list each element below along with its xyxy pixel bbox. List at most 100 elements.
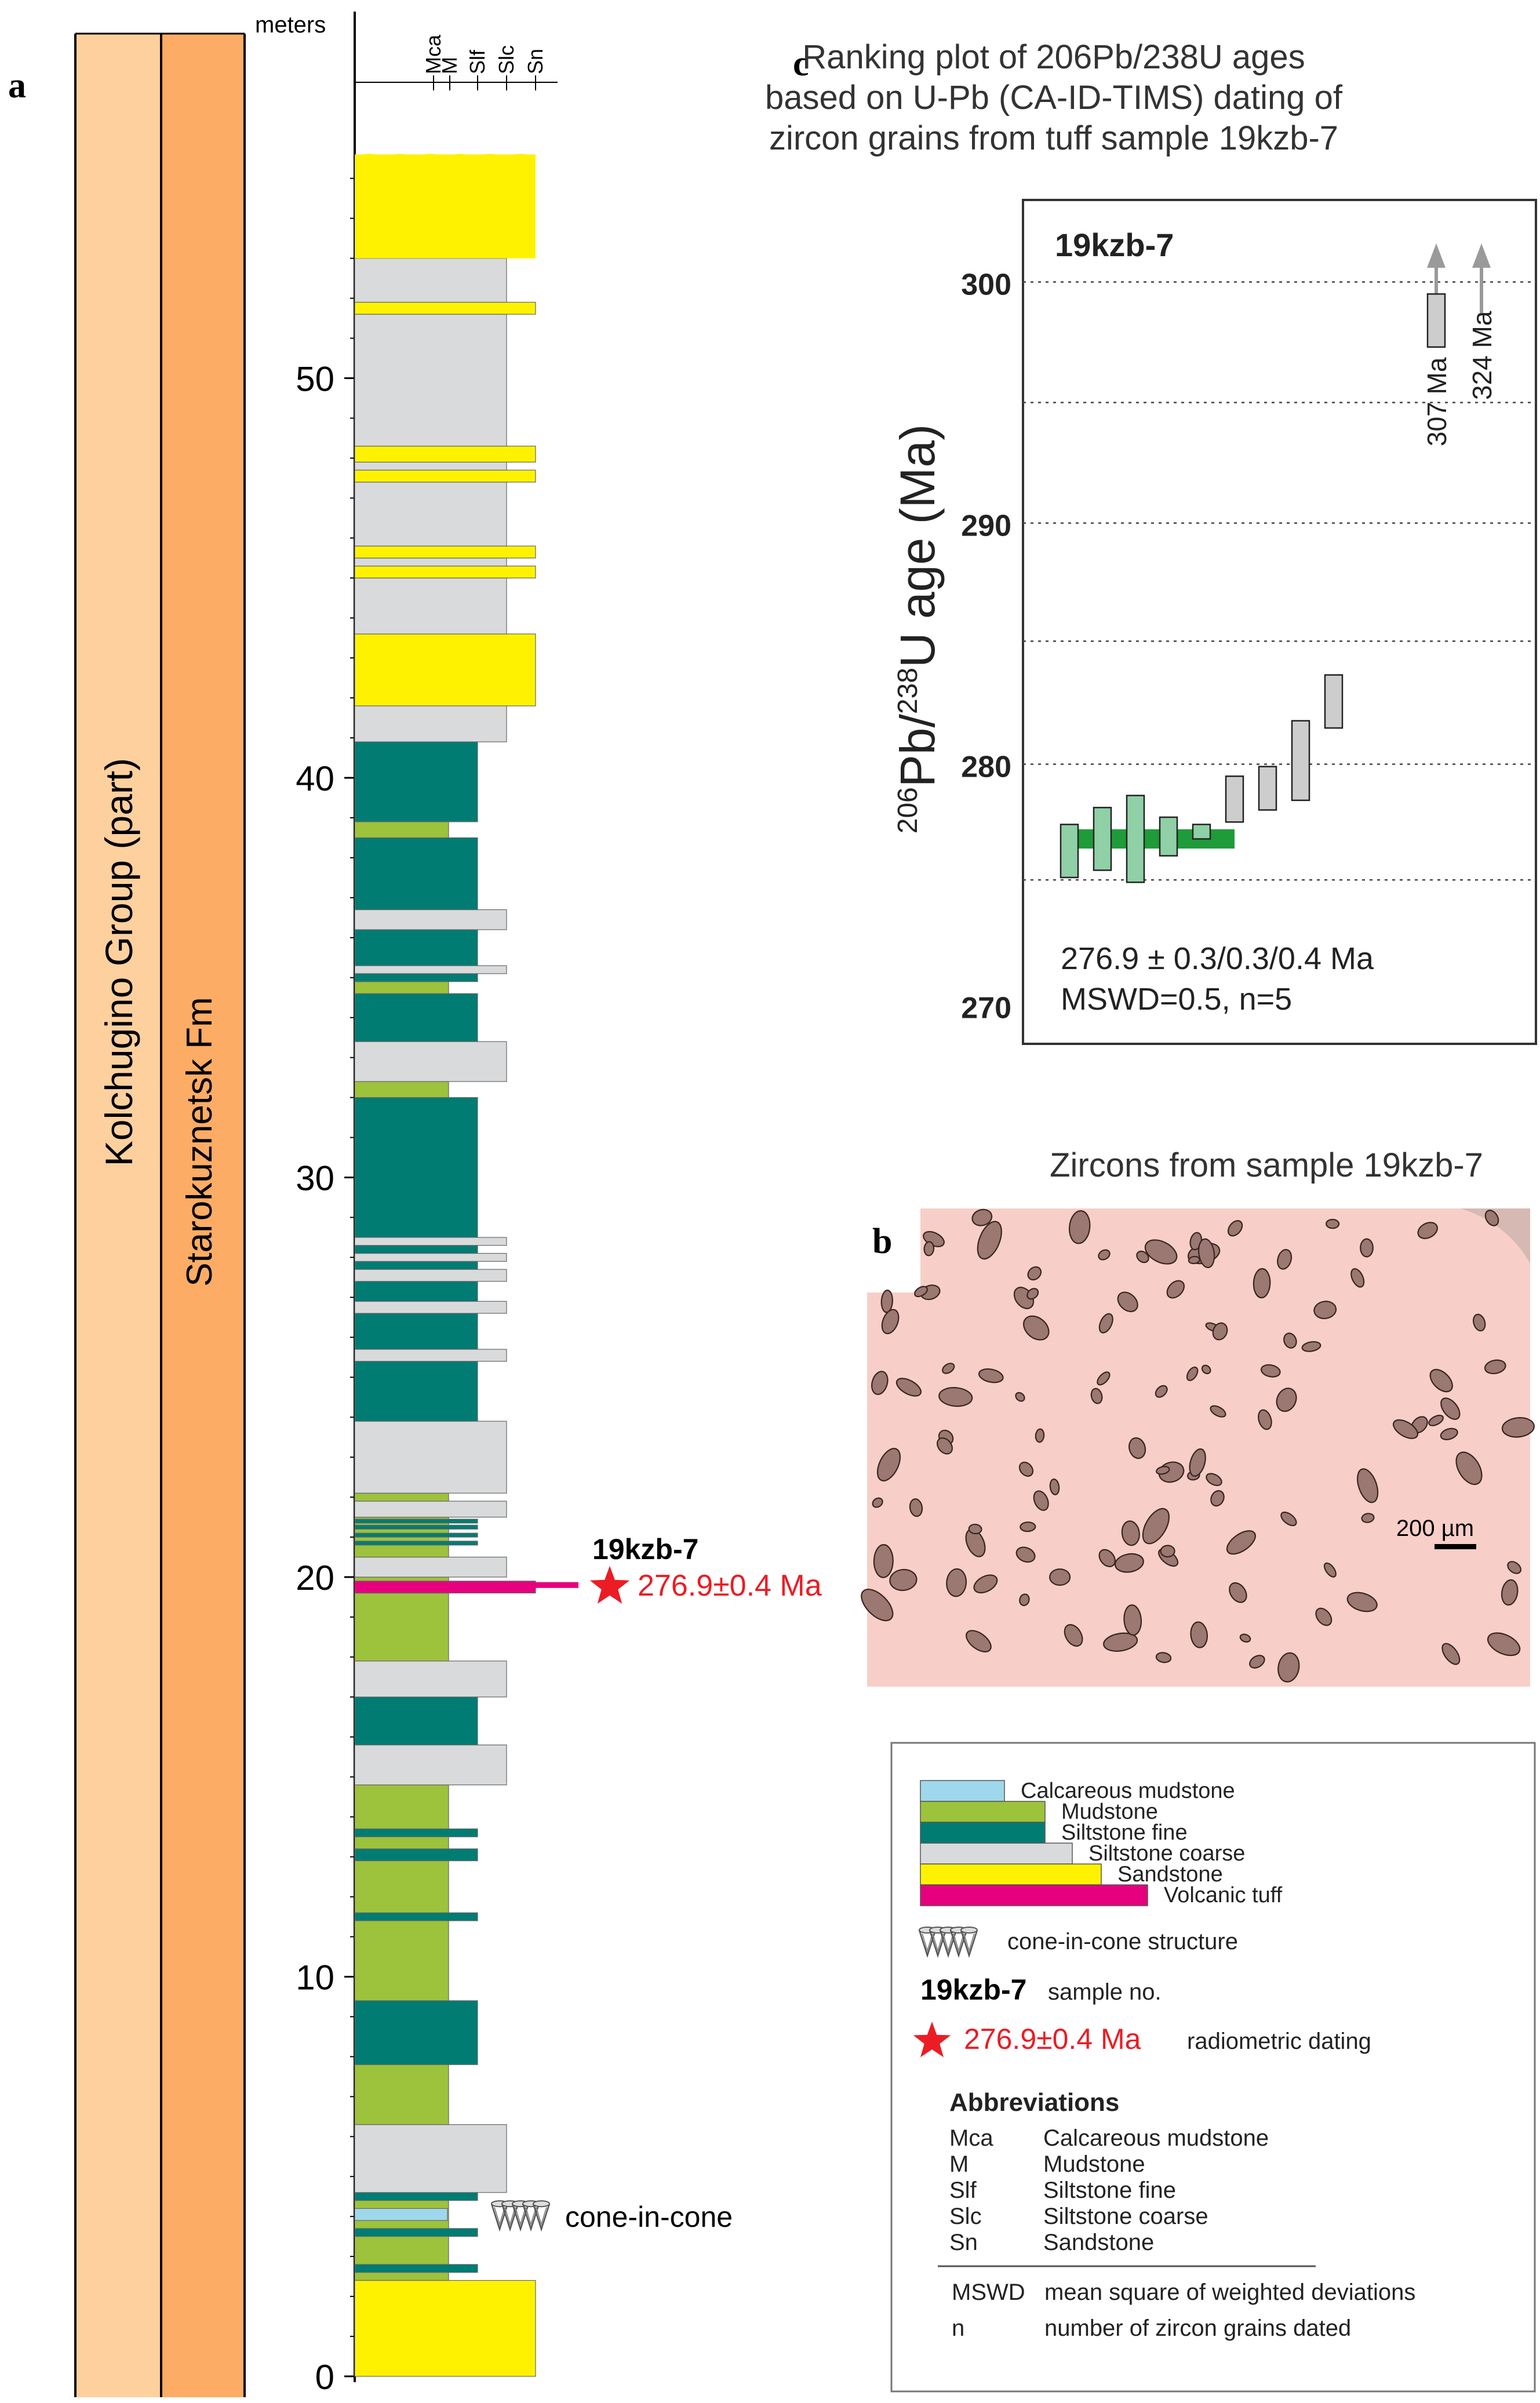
zircon-grain	[923, 1241, 935, 1257]
bed-slf	[354, 837, 478, 911]
bed-slf	[354, 1261, 478, 1270]
bed-slc	[354, 1269, 507, 1282]
eroded-top-sandstone	[355, 154, 536, 166]
cone-icon-inner	[963, 1933, 975, 1953]
chart-title-line-1: Ranking plot of 206Pb/238U ages	[802, 38, 1305, 76]
bed-slf	[354, 1828, 478, 1837]
zircon-grain	[1206, 1473, 1222, 1487]
zircon-grain	[1357, 1468, 1379, 1503]
bed-mca	[354, 2208, 448, 2221]
zircon-grain	[946, 1568, 967, 1597]
zircon-grain	[1277, 1652, 1300, 1683]
zircon-grain	[978, 1368, 1004, 1383]
zircon-grain	[936, 1437, 953, 1455]
grain-age-box	[1225, 775, 1244, 823]
zircon-grain	[861, 1589, 894, 1622]
bed-slf	[354, 2000, 478, 2065]
zircon-grain	[1064, 1624, 1083, 1647]
bed-slf	[354, 2228, 478, 2237]
zircon-grain	[1260, 1364, 1281, 1378]
bed-slc	[354, 258, 507, 303]
zircon-grain	[1440, 1428, 1458, 1440]
zircon-grain	[1258, 1409, 1272, 1430]
grain-scale-label: Slf	[465, 49, 489, 74]
legend-lithology-label: Mudstone	[1061, 1800, 1158, 1824]
zircon-grain	[1018, 1461, 1034, 1477]
bed-m	[354, 1592, 449, 1662]
bed-slf	[354, 1532, 478, 1538]
zircon-grain	[1098, 1549, 1116, 1567]
grain-age-box	[1093, 807, 1112, 871]
zircon-grain	[1249, 1655, 1265, 1669]
zircon-grain	[1068, 1210, 1091, 1244]
legend-sample-desc: sample no.	[1048, 1979, 1162, 2005]
zircon-grain	[1441, 1643, 1461, 1665]
legend-swatch-mca	[920, 1780, 1005, 1802]
zircon-grain	[1501, 1579, 1519, 1606]
zircon-grain	[1097, 1371, 1111, 1386]
bed-sn	[354, 446, 536, 463]
zircon-grain	[872, 1497, 883, 1508]
legend-abbreviations: Mca Calcareous mudstone M Mudstone Slf Siltst…	[949, 2125, 1269, 2255]
panel-letter-c: c	[793, 44, 809, 83]
zircon-grain	[977, 1221, 1002, 1260]
zircon-grain	[1361, 1513, 1375, 1523]
zircon-grain	[1315, 1607, 1333, 1626]
zircon-grain	[968, 1523, 982, 1535]
zircon-grain	[1277, 1248, 1293, 1270]
legend-lithology-label: Volcanic tuff	[1164, 1883, 1283, 1907]
zircon-grain	[1392, 1419, 1419, 1439]
zircon-grain	[1136, 1250, 1149, 1264]
cone-icon-inner	[504, 2207, 516, 2227]
zircon-grain	[1156, 1466, 1170, 1475]
zircon-grain	[1440, 1397, 1461, 1420]
grain-age-box	[1291, 720, 1310, 802]
zircon-grains	[861, 1208, 1535, 1683]
zircon-grain	[1360, 1238, 1374, 1258]
zircon-grain	[1128, 1437, 1146, 1459]
grain-age-box	[1324, 674, 1344, 729]
zircon-grain	[909, 1498, 923, 1517]
zircon-grain	[1323, 1562, 1337, 1578]
zircon-grain	[873, 1544, 894, 1578]
bed-m	[354, 1081, 449, 1098]
bed-slc	[354, 1421, 507, 1494]
bed-slc	[354, 1501, 507, 1518]
cone-icon-inner	[942, 1933, 954, 1953]
zircon-grain	[1313, 1301, 1337, 1319]
zircon-grain	[1190, 1621, 1208, 1648]
grain-age-box	[1060, 824, 1079, 879]
plot-frame	[1022, 199, 1537, 1045]
zircon-grain	[1487, 1632, 1521, 1656]
offscale-ages: 307 Ma 324 Ma	[1422, 243, 1497, 446]
photo-corner-shadow	[1461, 1208, 1530, 1264]
legend-lithology-label: Sandstone	[1117, 1862, 1223, 1887]
definition-code: MSWD	[952, 2280, 1025, 2305]
zircon-grain	[1346, 1592, 1378, 1612]
cone-icon-inner	[932, 1933, 944, 1953]
panel-letter-a: a	[8, 66, 26, 105]
bed-m	[354, 1784, 449, 2001]
legend-cone-label: cone-in-cone structure	[1007, 1929, 1238, 1954]
bed-sn	[355, 154, 536, 258]
chart-title-line-3: zircon grains from tuff sample 19kzb-7	[769, 119, 1338, 157]
zircon-grain	[1276, 1388, 1297, 1412]
y-axis-label: 206Pb/238U age (Ma)	[890, 424, 945, 833]
zircon-grain	[895, 1378, 922, 1397]
zircon-grain	[1033, 1490, 1049, 1511]
sample-marker: 19kzb-7 276.9±0.4 Ma	[355, 1533, 822, 1604]
legend-swatch-sn	[920, 1863, 1102, 1885]
zircon-grain	[1090, 1388, 1103, 1404]
zircon-grain	[1227, 1220, 1243, 1237]
bed-m	[354, 1492, 449, 1502]
depth-tick-label: 50	[296, 360, 334, 399]
zircon-grain	[1098, 1313, 1113, 1334]
zircon-grain	[1103, 1632, 1138, 1652]
bed-sn	[354, 545, 536, 559]
zircon-grain	[1098, 1249, 1111, 1261]
bed-slc	[354, 461, 507, 471]
bed-slc	[354, 1661, 507, 1698]
legend-sample-name: 19kzb-7	[920, 1974, 1026, 2006]
panel-b: Zircons from sample 19kzb-7 b 200 µm	[861, 1146, 1535, 1687]
formation-bar	[161, 34, 245, 2397]
